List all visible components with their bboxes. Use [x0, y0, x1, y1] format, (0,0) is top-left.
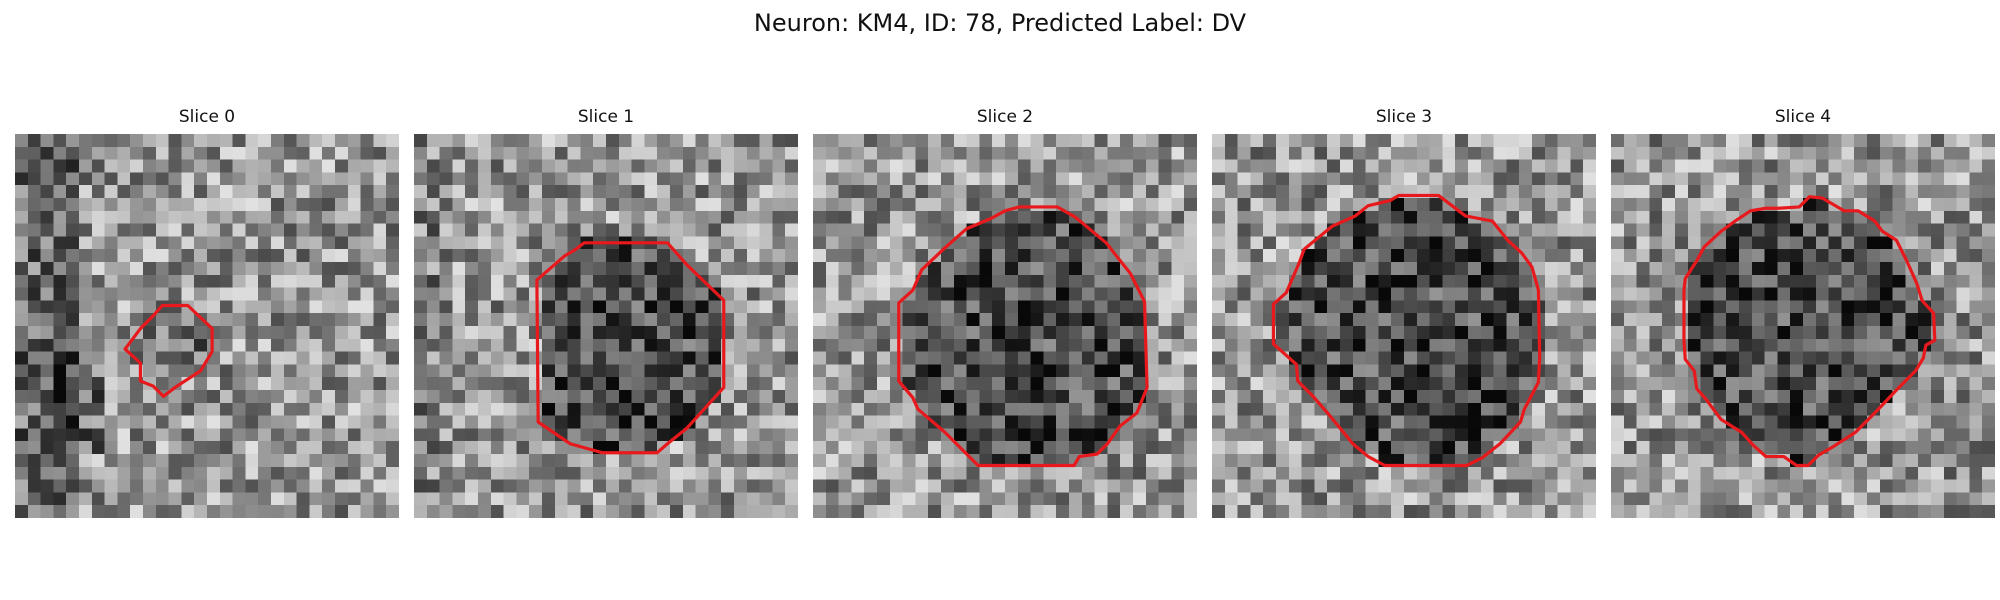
slice-image-4 [1611, 134, 1995, 518]
figure-title: Neuron: KM4, ID: 78, Predicted Label: DV [753, 9, 1247, 37]
slice-title-4: Slice 4 [1774, 107, 1832, 127]
slice-image-3 [1212, 134, 1596, 518]
slice-panel-0: Slice 0 [15, 106, 399, 526]
slice-panel-3: Slice 3 [1212, 106, 1596, 526]
slice-panel-1: Slice 1 [414, 106, 798, 526]
slice-title-1: Slice 1 [577, 107, 635, 127]
slice-title-0: Slice 0 [178, 107, 236, 127]
slice-panel-4: Slice 4 [1611, 106, 1995, 526]
slice-title-2: Slice 2 [976, 107, 1034, 127]
slice-panel-2: Slice 2 [813, 106, 1197, 526]
slice-image-1 [414, 134, 798, 518]
slice-image-2 [813, 134, 1197, 518]
slice-image-0 [15, 134, 399, 518]
slice-title-3: Slice 3 [1375, 107, 1433, 127]
